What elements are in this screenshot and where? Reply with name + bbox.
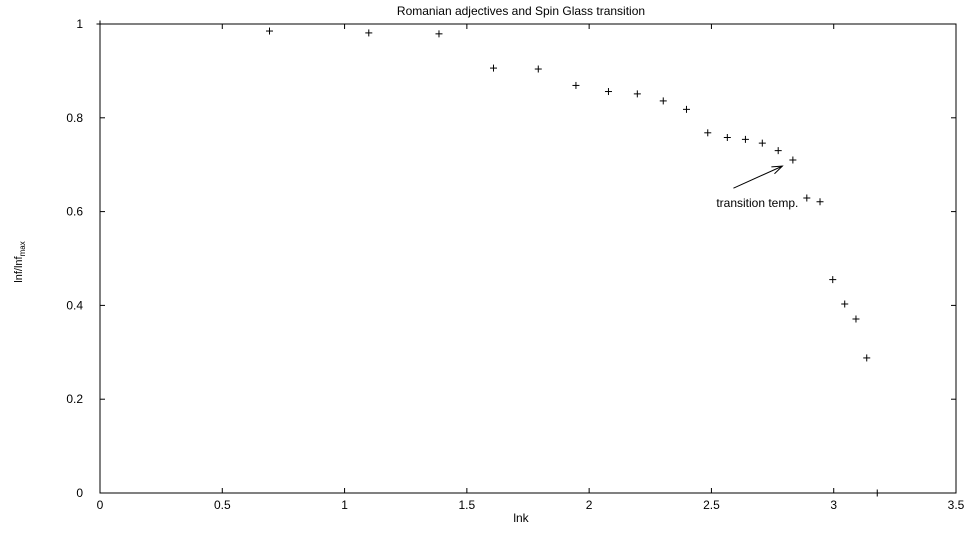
data-point	[659, 97, 667, 105]
x-tick-label: 2.5	[703, 498, 720, 512]
annotation-arrowhead	[771, 165, 784, 175]
x-tick-label: 3.5	[948, 498, 965, 512]
data-point	[682, 105, 690, 113]
annotation-text: transition temp.	[716, 196, 798, 210]
annotation: transition temp.	[716, 165, 798, 210]
y-tick-label: 1	[76, 17, 83, 31]
data-point	[604, 88, 612, 96]
data-points	[96, 20, 881, 497]
x-axis: 0 0.5 1 1.5 2 2.5 3 3.5	[97, 24, 965, 512]
y-axis-label: lnf/lnfmax	[13, 241, 27, 282]
data-point	[803, 194, 811, 202]
data-point	[365, 29, 373, 37]
y-tick-label: 0.4	[66, 298, 83, 312]
data-point	[723, 133, 731, 141]
y-tick-label: 0.6	[66, 205, 83, 219]
y-tick-label: 0	[76, 486, 83, 500]
x-tick-label: 3	[830, 498, 837, 512]
x-tick-label: 2	[586, 498, 593, 512]
data-point	[741, 135, 749, 143]
x-tick-label: 1.5	[459, 498, 476, 512]
y-tick-label: 0.8	[66, 111, 83, 125]
data-point	[96, 20, 104, 28]
data-point	[534, 65, 542, 73]
data-point	[774, 147, 782, 155]
y-axis-label-main: lnf/lnf	[13, 255, 25, 282]
data-point	[435, 30, 443, 38]
annotation-arrow	[733, 165, 783, 189]
x-tick-label: 0.5	[214, 498, 231, 512]
data-point	[852, 315, 860, 323]
data-point	[829, 276, 837, 284]
data-point	[265, 27, 273, 35]
data-point	[841, 300, 849, 308]
y-axis: 0 0.2 0.4 0.6 0.8 1	[66, 17, 956, 500]
data-point	[572, 81, 580, 89]
y-tick-label: 0.2	[66, 392, 83, 406]
data-point	[873, 489, 881, 497]
data-point	[758, 139, 766, 147]
chart-title: Romanian adjectives and Spin Glass trans…	[397, 4, 645, 18]
x-tick-label: 1	[341, 498, 348, 512]
x-axis-label: lnk	[513, 511, 529, 525]
data-point	[490, 64, 498, 72]
y-axis-label-subscript: max	[18, 241, 27, 256]
data-point	[863, 354, 871, 362]
x-tick-label: 0	[97, 498, 104, 512]
plot-frame	[99, 23, 957, 494]
data-point	[789, 156, 797, 164]
data-point	[816, 198, 824, 206]
data-point	[633, 90, 641, 98]
data-point	[704, 129, 712, 137]
